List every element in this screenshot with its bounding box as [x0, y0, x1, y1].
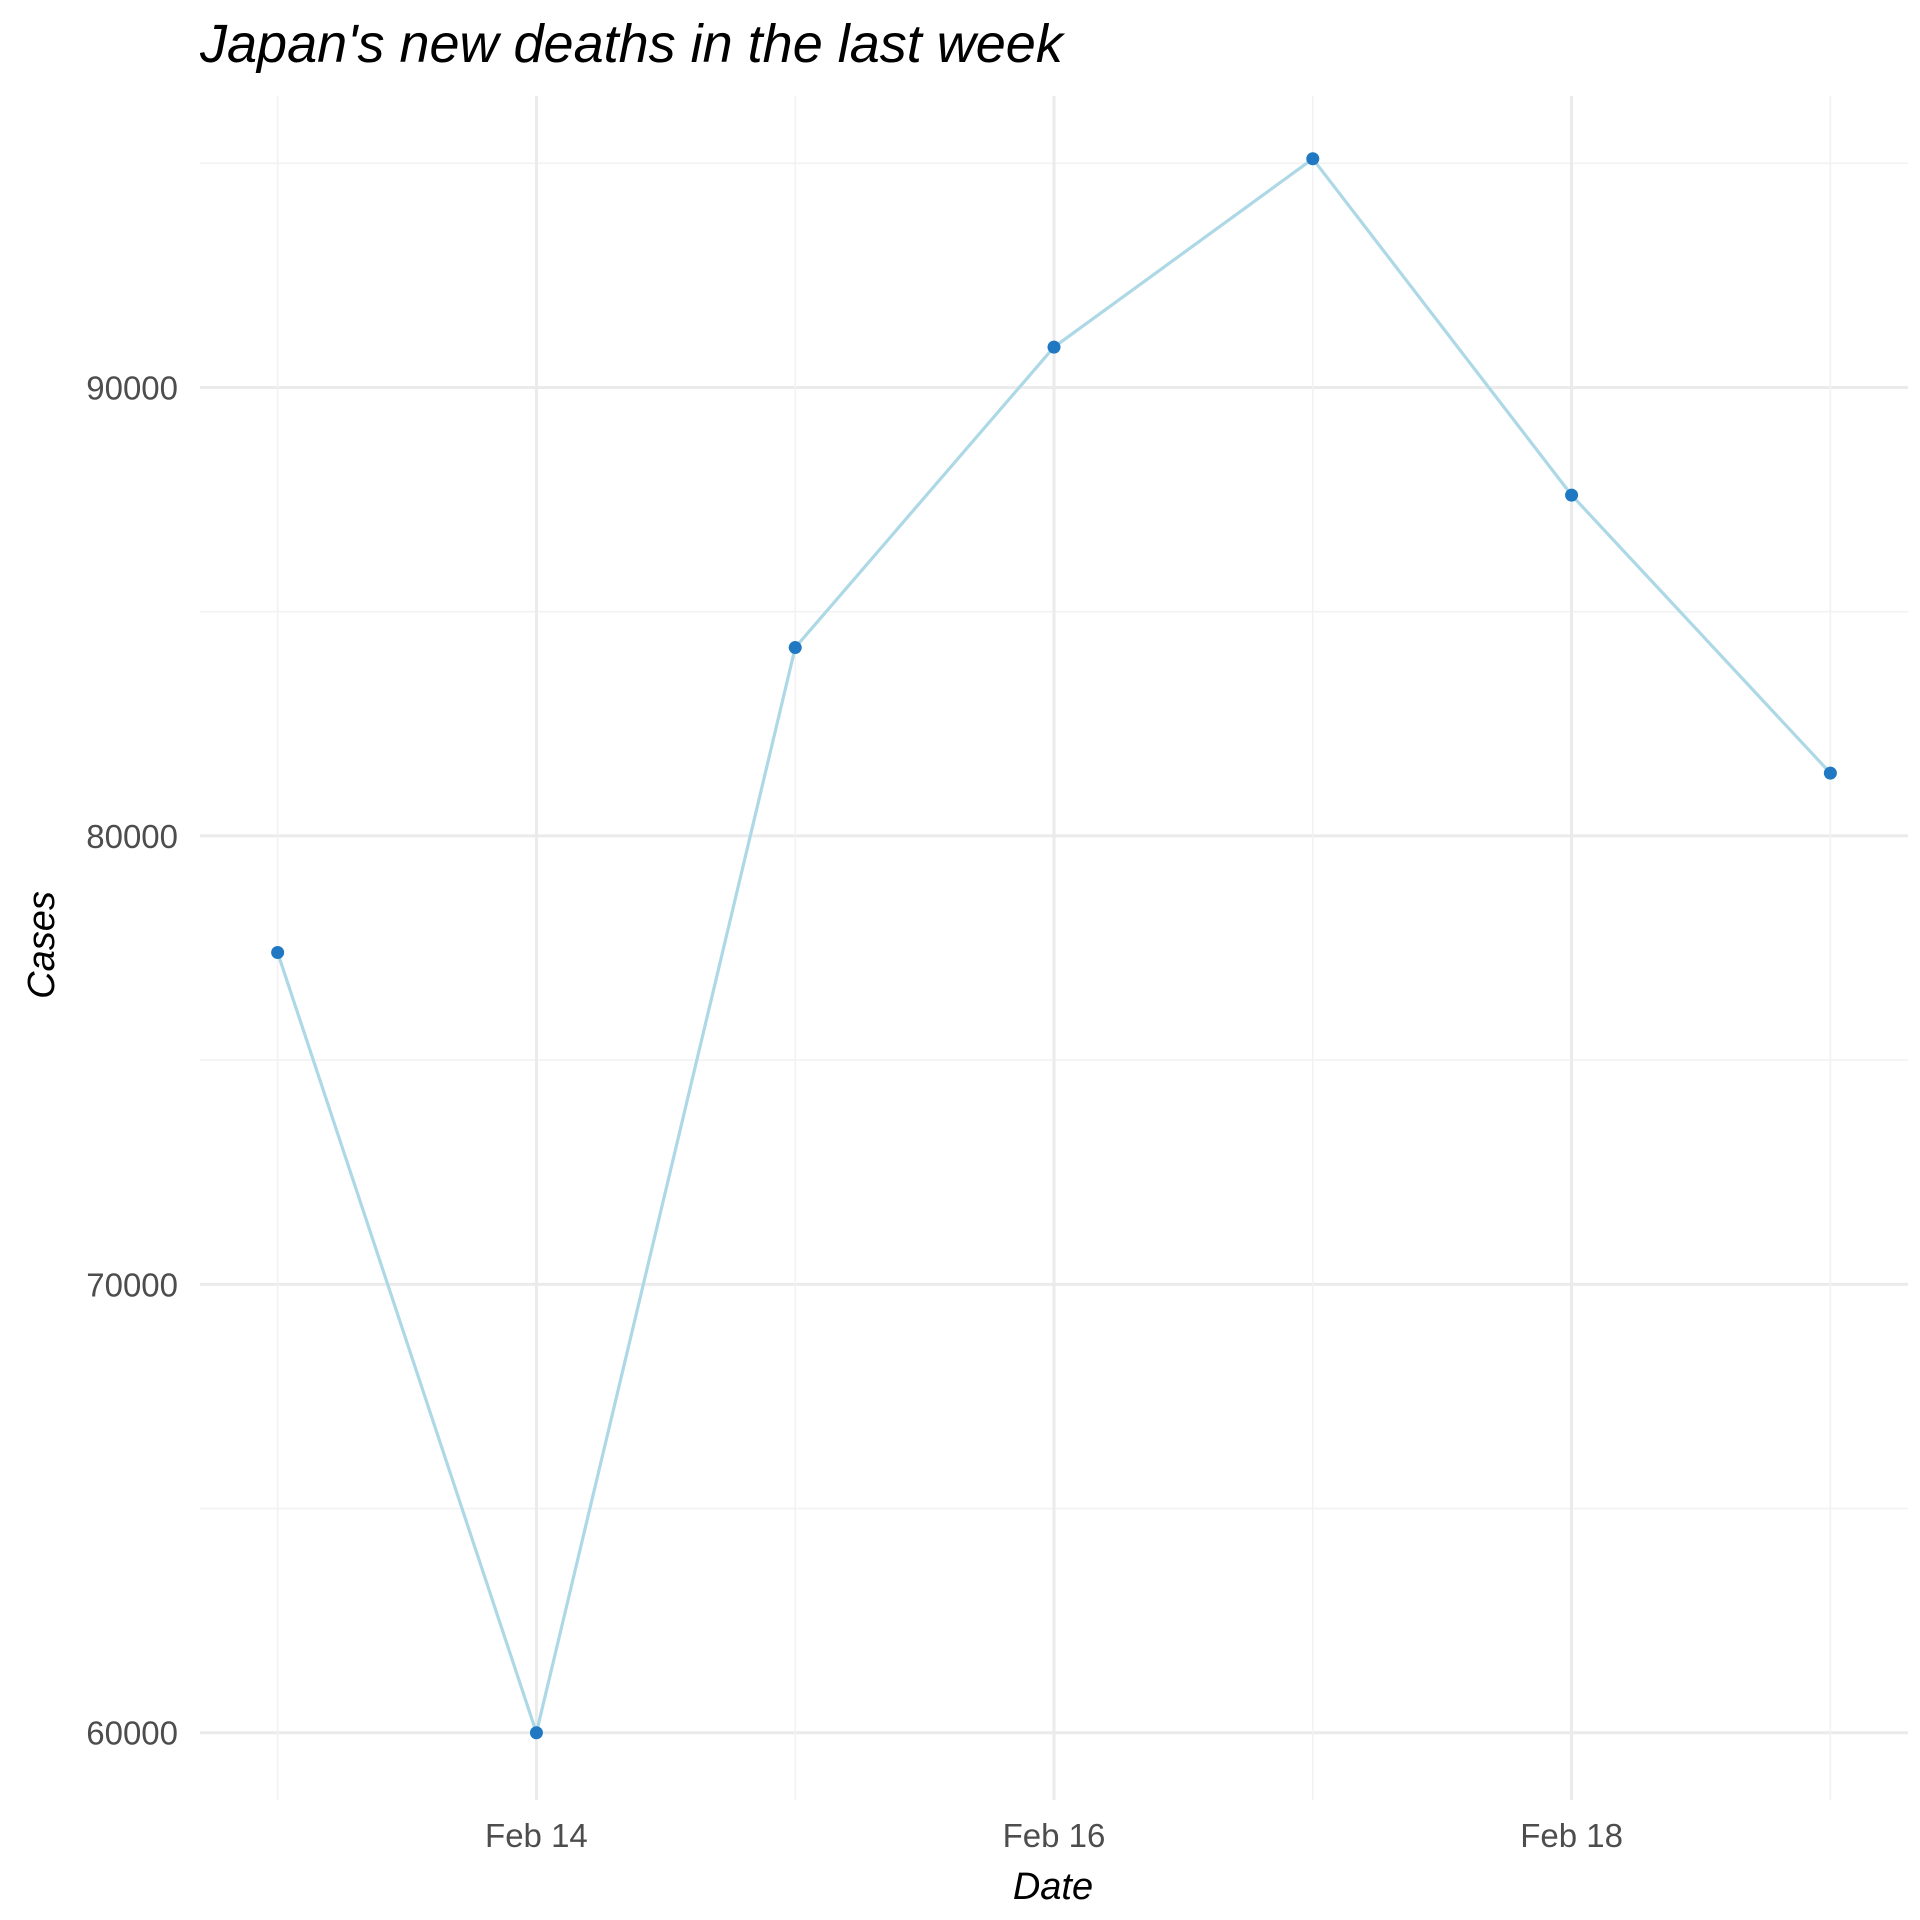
x-tick-label: Feb 18 [1520, 1817, 1623, 1854]
y-tick-label: 70000 [86, 1266, 178, 1303]
grid-lines [200, 96, 1908, 1800]
data-point [1047, 340, 1061, 354]
y-axis-ticks: 60000 70000 80000 90000 [86, 369, 178, 1751]
data-points [271, 152, 1837, 1740]
chart-title: Japan's new deaths in the last week [199, 14, 1066, 74]
y-axis-label: Cases [21, 891, 63, 999]
x-tick-label: Feb 14 [485, 1817, 588, 1854]
x-axis-ticks: Feb 14 Feb 16 Feb 18 [485, 1817, 1623, 1854]
data-point [529, 1726, 543, 1740]
data-point [1565, 488, 1579, 502]
data-point [1306, 152, 1320, 166]
data-point [271, 945, 285, 959]
x-axis-label: Date [1013, 1866, 1093, 1908]
y-tick-label: 60000 [86, 1715, 178, 1752]
data-point [1823, 766, 1837, 780]
data-point [788, 641, 802, 655]
x-tick-label: Feb 16 [1003, 1817, 1106, 1854]
y-tick-label: 90000 [86, 369, 178, 406]
y-tick-label: 80000 [86, 818, 178, 855]
